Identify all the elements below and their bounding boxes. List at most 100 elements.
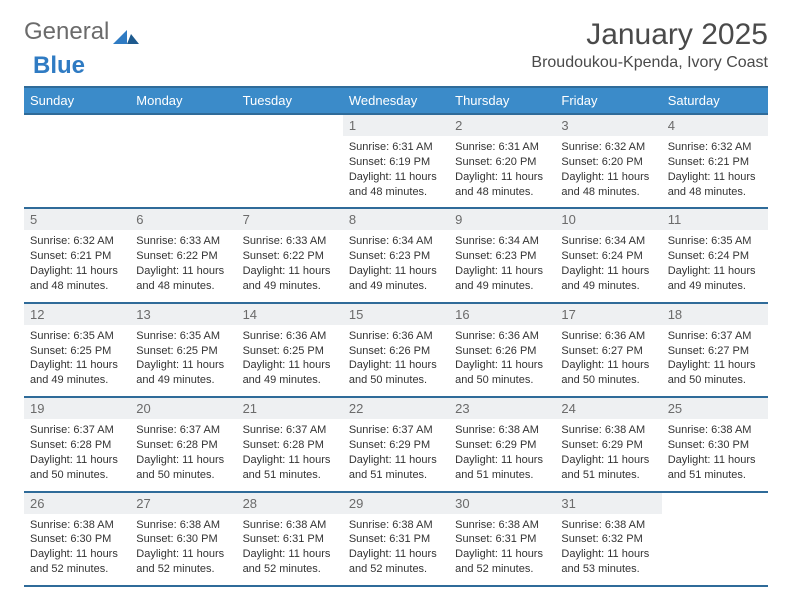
calendar-day-cell: 17Sunrise: 6:36 AMSunset: 6:27 PMDayligh… xyxy=(555,303,661,397)
calendar-day-cell: .. xyxy=(24,114,130,208)
day-number: 17 xyxy=(555,304,661,325)
day-number: 6 xyxy=(130,209,236,230)
weekday-header: Saturday xyxy=(662,87,768,114)
day-number: 18 xyxy=(662,304,768,325)
day-number: 1 xyxy=(343,115,449,136)
day-number: 21 xyxy=(237,398,343,419)
calendar-day-cell: 10Sunrise: 6:34 AMSunset: 6:24 PMDayligh… xyxy=(555,208,661,302)
day-info: Sunrise: 6:38 AMSunset: 6:30 PMDaylight:… xyxy=(662,419,768,490)
calendar-day-cell: 1Sunrise: 6:31 AMSunset: 6:19 PMDaylight… xyxy=(343,114,449,208)
weekday-header: Wednesday xyxy=(343,87,449,114)
day-info: Sunrise: 6:33 AMSunset: 6:22 PMDaylight:… xyxy=(237,230,343,301)
logo-text-1: General xyxy=(24,18,109,46)
day-info: Sunrise: 6:32 AMSunset: 6:21 PMDaylight:… xyxy=(662,136,768,207)
day-info: Sunrise: 6:38 AMSunset: 6:31 PMDaylight:… xyxy=(237,514,343,585)
calendar-day-cell: 22Sunrise: 6:37 AMSunset: 6:29 PMDayligh… xyxy=(343,397,449,491)
day-info: Sunrise: 6:38 AMSunset: 6:29 PMDaylight:… xyxy=(449,419,555,490)
day-number: 27 xyxy=(130,493,236,514)
day-number: 19 xyxy=(24,398,130,419)
day-info: Sunrise: 6:37 AMSunset: 6:29 PMDaylight:… xyxy=(343,419,449,490)
day-info: Sunrise: 6:38 AMSunset: 6:30 PMDaylight:… xyxy=(130,514,236,585)
calendar-day-cell: 21Sunrise: 6:37 AMSunset: 6:28 PMDayligh… xyxy=(237,397,343,491)
logo-text-2: Blue xyxy=(33,52,85,79)
calendar-week-row: 12Sunrise: 6:35 AMSunset: 6:25 PMDayligh… xyxy=(24,303,768,397)
day-info: Sunrise: 6:31 AMSunset: 6:19 PMDaylight:… xyxy=(343,136,449,207)
day-info: Sunrise: 6:36 AMSunset: 6:27 PMDaylight:… xyxy=(555,325,661,396)
day-number: 26 xyxy=(24,493,130,514)
day-info: Sunrise: 6:34 AMSunset: 6:23 PMDaylight:… xyxy=(449,230,555,301)
calendar-day-cell: .. xyxy=(237,114,343,208)
day-info: Sunrise: 6:37 AMSunset: 6:28 PMDaylight:… xyxy=(237,419,343,490)
calendar-day-cell: 25Sunrise: 6:38 AMSunset: 6:30 PMDayligh… xyxy=(662,397,768,491)
day-info: Sunrise: 6:31 AMSunset: 6:20 PMDaylight:… xyxy=(449,136,555,207)
calendar-day-cell: 26Sunrise: 6:38 AMSunset: 6:30 PMDayligh… xyxy=(24,492,130,586)
day-info: Sunrise: 6:38 AMSunset: 6:29 PMDaylight:… xyxy=(555,419,661,490)
day-number: 28 xyxy=(237,493,343,514)
day-number: 15 xyxy=(343,304,449,325)
weekday-header: Thursday xyxy=(449,87,555,114)
day-info: Sunrise: 6:37 AMSunset: 6:28 PMDaylight:… xyxy=(130,419,236,490)
day-number: 25 xyxy=(662,398,768,419)
day-number: 29 xyxy=(343,493,449,514)
day-info: Sunrise: 6:34 AMSunset: 6:24 PMDaylight:… xyxy=(555,230,661,301)
calendar-week-row: 26Sunrise: 6:38 AMSunset: 6:30 PMDayligh… xyxy=(24,492,768,586)
calendar-day-cell: 31Sunrise: 6:38 AMSunset: 6:32 PMDayligh… xyxy=(555,492,661,586)
calendar-day-cell: 2Sunrise: 6:31 AMSunset: 6:20 PMDaylight… xyxy=(449,114,555,208)
day-number: 23 xyxy=(449,398,555,419)
day-number: 10 xyxy=(555,209,661,230)
weekday-header: Sunday xyxy=(24,87,130,114)
day-info: Sunrise: 6:37 AMSunset: 6:28 PMDaylight:… xyxy=(24,419,130,490)
day-info: Sunrise: 6:36 AMSunset: 6:26 PMDaylight:… xyxy=(449,325,555,396)
day-info: Sunrise: 6:34 AMSunset: 6:23 PMDaylight:… xyxy=(343,230,449,301)
calendar-day-cell: 19Sunrise: 6:37 AMSunset: 6:28 PMDayligh… xyxy=(24,397,130,491)
day-number: 11 xyxy=(662,209,768,230)
day-info: Sunrise: 6:37 AMSunset: 6:27 PMDaylight:… xyxy=(662,325,768,396)
weekday-header: Friday xyxy=(555,87,661,114)
day-info: Sunrise: 6:38 AMSunset: 6:31 PMDaylight:… xyxy=(449,514,555,585)
weekday-header: Tuesday xyxy=(237,87,343,114)
day-number: 30 xyxy=(449,493,555,514)
title-block: January 2025 Broudoukou-Kpenda, Ivory Co… xyxy=(531,18,768,72)
day-number: 3 xyxy=(555,115,661,136)
day-number: 13 xyxy=(130,304,236,325)
day-number: 8 xyxy=(343,209,449,230)
calendar-day-cell: 7Sunrise: 6:33 AMSunset: 6:22 PMDaylight… xyxy=(237,208,343,302)
day-number: 24 xyxy=(555,398,661,419)
calendar-day-cell: 14Sunrise: 6:36 AMSunset: 6:25 PMDayligh… xyxy=(237,303,343,397)
day-info: Sunrise: 6:38 AMSunset: 6:31 PMDaylight:… xyxy=(343,514,449,585)
calendar-day-cell: 27Sunrise: 6:38 AMSunset: 6:30 PMDayligh… xyxy=(130,492,236,586)
logo: General xyxy=(24,18,141,46)
calendar-day-cell: 4Sunrise: 6:32 AMSunset: 6:21 PMDaylight… xyxy=(662,114,768,208)
calendar-day-cell: 18Sunrise: 6:37 AMSunset: 6:27 PMDayligh… xyxy=(662,303,768,397)
calendar-day-cell: 5Sunrise: 6:32 AMSunset: 6:21 PMDaylight… xyxy=(24,208,130,302)
day-info: Sunrise: 6:35 AMSunset: 6:24 PMDaylight:… xyxy=(662,230,768,301)
calendar-day-cell: 12Sunrise: 6:35 AMSunset: 6:25 PMDayligh… xyxy=(24,303,130,397)
day-info: Sunrise: 6:36 AMSunset: 6:25 PMDaylight:… xyxy=(237,325,343,396)
calendar-day-cell: 9Sunrise: 6:34 AMSunset: 6:23 PMDaylight… xyxy=(449,208,555,302)
calendar-day-cell: 29Sunrise: 6:38 AMSunset: 6:31 PMDayligh… xyxy=(343,492,449,586)
calendar-day-cell: 8Sunrise: 6:34 AMSunset: 6:23 PMDaylight… xyxy=(343,208,449,302)
calendar-week-row: 5Sunrise: 6:32 AMSunset: 6:21 PMDaylight… xyxy=(24,208,768,302)
day-number: 2 xyxy=(449,115,555,136)
day-info: Sunrise: 6:38 AMSunset: 6:30 PMDaylight:… xyxy=(24,514,130,585)
calendar-week-row: ......1Sunrise: 6:31 AMSunset: 6:19 PMDa… xyxy=(24,114,768,208)
calendar-day-cell: 11Sunrise: 6:35 AMSunset: 6:24 PMDayligh… xyxy=(662,208,768,302)
day-info: Sunrise: 6:36 AMSunset: 6:26 PMDaylight:… xyxy=(343,325,449,396)
day-number: 20 xyxy=(130,398,236,419)
calendar-day-cell: 24Sunrise: 6:38 AMSunset: 6:29 PMDayligh… xyxy=(555,397,661,491)
logo-icon xyxy=(113,23,139,41)
day-number: 7 xyxy=(237,209,343,230)
day-number: 16 xyxy=(449,304,555,325)
calendar-week-row: 19Sunrise: 6:37 AMSunset: 6:28 PMDayligh… xyxy=(24,397,768,491)
weekday-header: Monday xyxy=(130,87,236,114)
calendar-day-cell: 30Sunrise: 6:38 AMSunset: 6:31 PMDayligh… xyxy=(449,492,555,586)
calendar-day-cell: .. xyxy=(662,492,768,586)
day-info: Sunrise: 6:35 AMSunset: 6:25 PMDaylight:… xyxy=(130,325,236,396)
calendar-day-cell: .. xyxy=(130,114,236,208)
calendar-day-cell: 23Sunrise: 6:38 AMSunset: 6:29 PMDayligh… xyxy=(449,397,555,491)
calendar-header-row: SundayMondayTuesdayWednesdayThursdayFrid… xyxy=(24,87,768,114)
location: Broudoukou-Kpenda, Ivory Coast xyxy=(531,54,768,72)
calendar-day-cell: 15Sunrise: 6:36 AMSunset: 6:26 PMDayligh… xyxy=(343,303,449,397)
calendar-day-cell: 16Sunrise: 6:36 AMSunset: 6:26 PMDayligh… xyxy=(449,303,555,397)
day-number: 14 xyxy=(237,304,343,325)
